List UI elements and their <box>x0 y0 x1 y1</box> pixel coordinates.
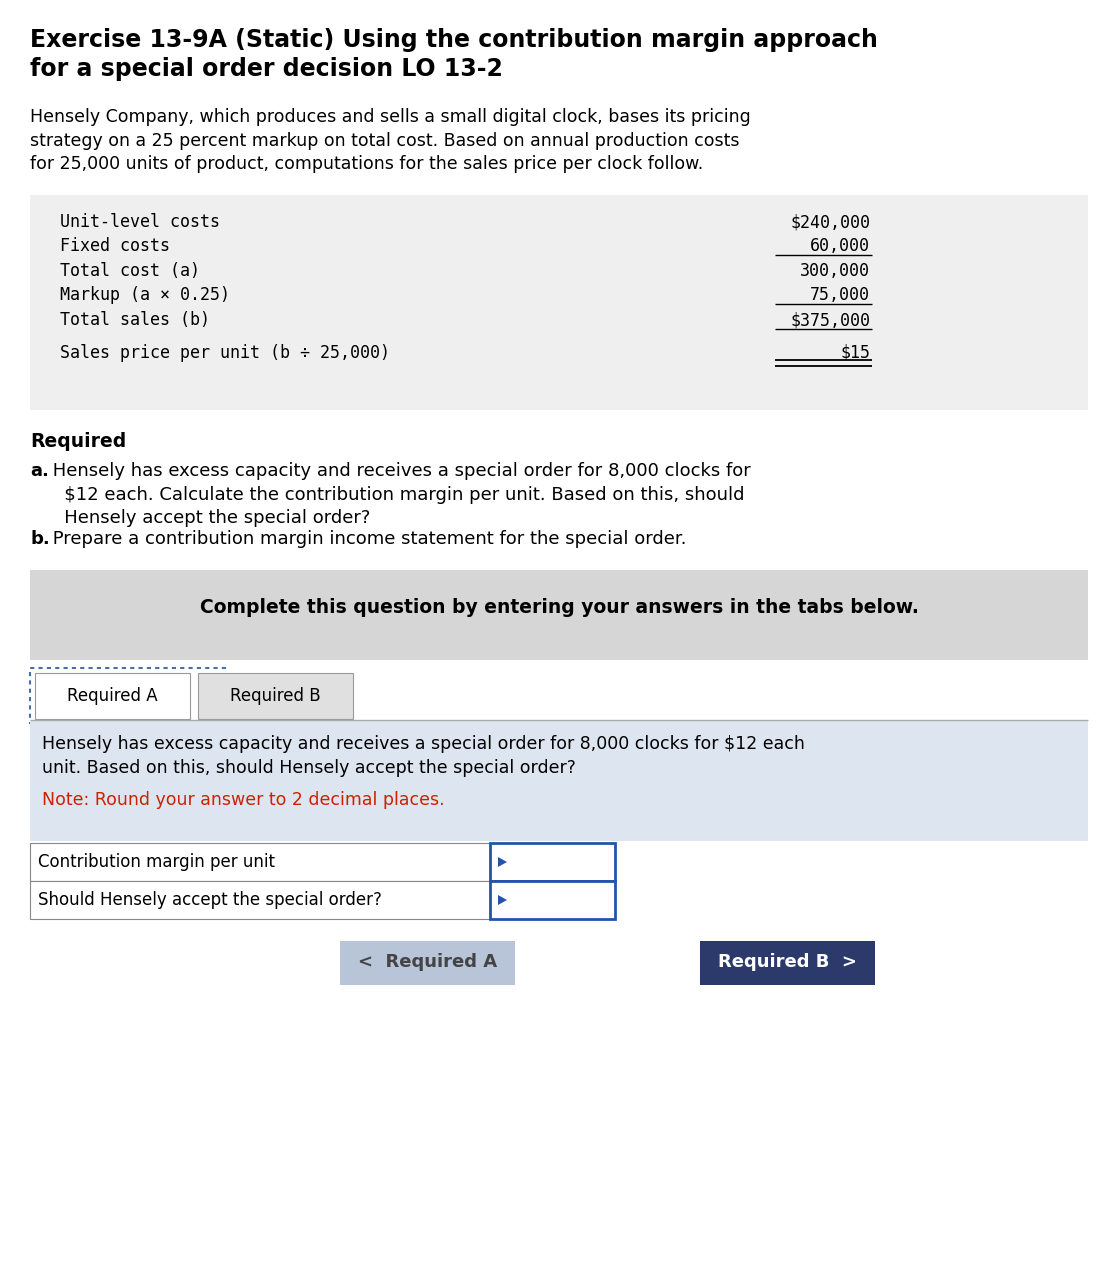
Text: Total cost (a): Total cost (a) <box>60 262 200 279</box>
Text: Prepare a contribution margin income statement for the special order.: Prepare a contribution margin income sta… <box>47 529 686 547</box>
Text: Unit-level costs: Unit-level costs <box>60 213 220 231</box>
Text: 60,000: 60,000 <box>811 237 870 255</box>
Text: Required A: Required A <box>67 687 158 705</box>
Bar <box>30 720 1088 841</box>
Text: Hensely has excess capacity and receives a special order for 8,000 clocks for $1: Hensely has excess capacity and receives… <box>42 735 805 777</box>
Text: Required B: Required B <box>230 687 321 705</box>
Text: b.: b. <box>30 529 49 547</box>
Text: Note: Round your answer to 2 decimal places.: Note: Round your answer to 2 decimal pla… <box>42 791 445 809</box>
Bar <box>30 195 1088 410</box>
Text: Should Hensely accept the special order?: Should Hensely accept the special order? <box>38 891 382 909</box>
Text: Complete this question by entering your answers in the tabs below.: Complete this question by entering your … <box>199 597 919 617</box>
Text: $15: $15 <box>840 344 870 362</box>
Text: <  Required A: < Required A <box>358 953 498 970</box>
Bar <box>340 941 515 985</box>
Bar <box>700 941 875 985</box>
Bar <box>30 844 490 881</box>
Bar <box>30 881 490 919</box>
Bar <box>30 570 1088 660</box>
Text: Hensely has excess capacity and receives a special order for 8,000 clocks for
  : Hensely has excess capacity and receives… <box>47 462 751 527</box>
Text: Fixed costs: Fixed costs <box>60 237 170 255</box>
Text: $375,000: $375,000 <box>790 312 870 329</box>
Text: for a special order decision LO 13-2: for a special order decision LO 13-2 <box>30 56 503 81</box>
Polygon shape <box>498 895 506 905</box>
Text: Exercise 13-9A (Static) Using the contribution margin approach: Exercise 13-9A (Static) Using the contri… <box>30 28 878 53</box>
Text: Contribution margin per unit: Contribution margin per unit <box>38 853 275 870</box>
Text: 75,000: 75,000 <box>811 286 870 304</box>
Text: Total sales (b): Total sales (b) <box>60 312 210 329</box>
Text: Required B  >: Required B > <box>718 953 856 970</box>
Bar <box>30 668 225 724</box>
Text: $240,000: $240,000 <box>790 213 870 231</box>
Text: a.: a. <box>30 462 49 479</box>
Text: Markup (a × 0.25): Markup (a × 0.25) <box>60 286 230 304</box>
Text: Sales price per unit (b ÷ 25,000): Sales price per unit (b ÷ 25,000) <box>60 344 390 362</box>
Bar <box>35 673 190 719</box>
Text: Hensely Company, which produces and sells a small digital clock, bases its prici: Hensely Company, which produces and sell… <box>30 108 751 173</box>
Bar <box>198 673 353 719</box>
Bar <box>490 881 615 919</box>
Polygon shape <box>498 856 506 867</box>
Text: Required: Required <box>30 432 126 451</box>
Bar <box>490 844 615 881</box>
Text: 300,000: 300,000 <box>800 262 870 279</box>
